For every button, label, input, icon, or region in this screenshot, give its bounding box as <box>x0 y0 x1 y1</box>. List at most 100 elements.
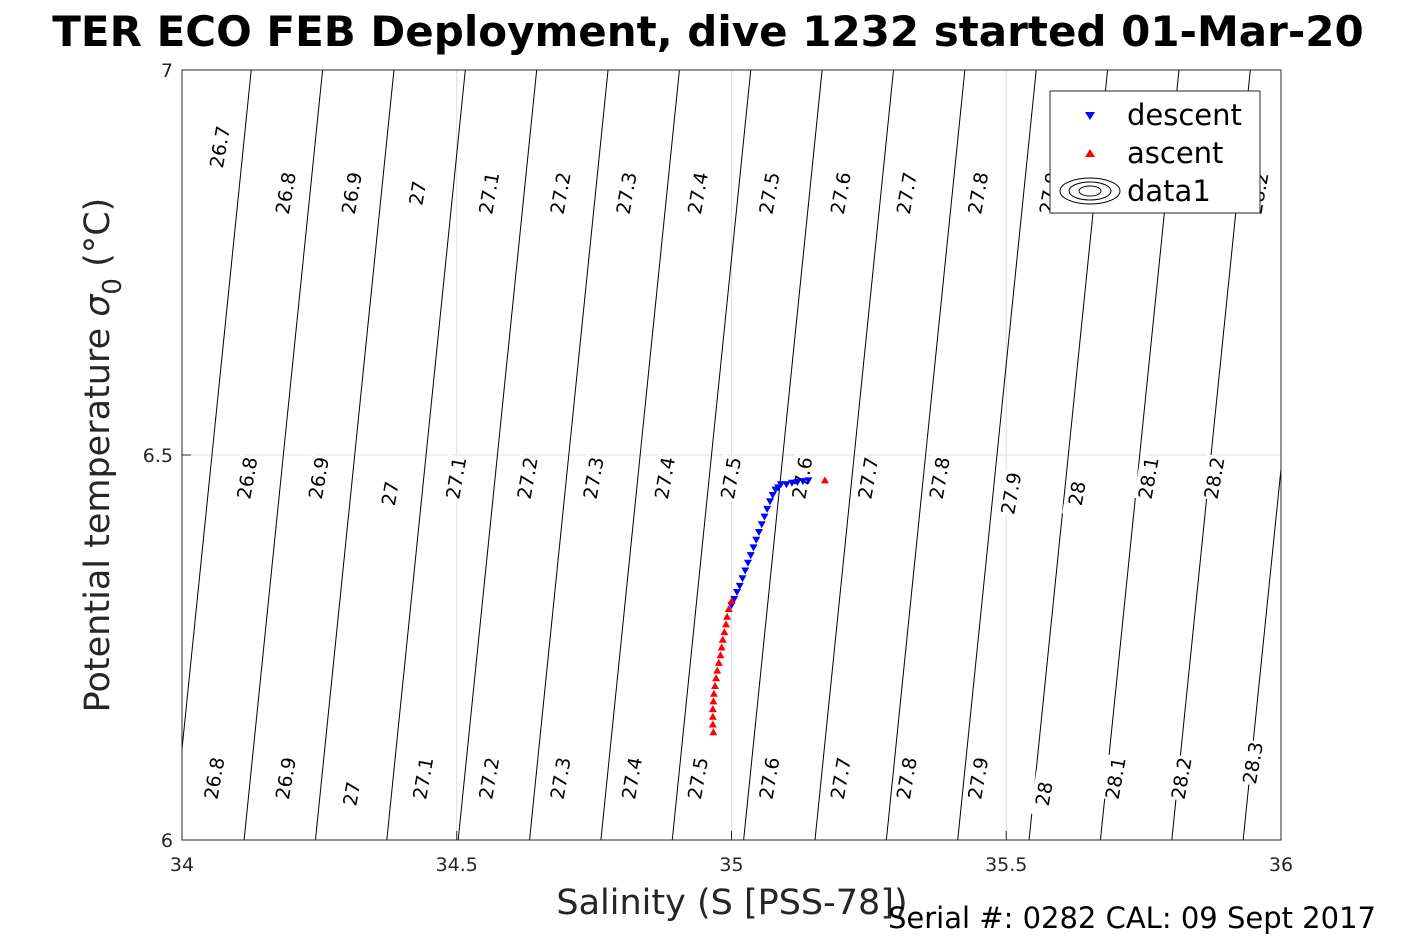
contour-label-bg <box>825 169 858 217</box>
contour-label-bg <box>1133 454 1165 502</box>
descent-point <box>763 505 772 513</box>
contour-label-bg <box>853 454 885 502</box>
ascent-point <box>716 651 725 659</box>
y-axis-label-subscript: 0 <box>98 278 128 295</box>
descent-point <box>768 492 777 500</box>
descent-point <box>793 478 802 486</box>
descent-point <box>771 486 780 494</box>
contour-label-bg <box>270 754 303 803</box>
contour-label-bg <box>1100 754 1132 803</box>
y-tick-label: 6 <box>161 830 173 852</box>
contour-line <box>885 454 927 841</box>
contour-label-bg <box>578 454 610 502</box>
contour-line <box>496 69 538 456</box>
contour-line <box>671 454 713 841</box>
chart-title: TER ECO FEB Deployment, dive 1232 starte… <box>52 7 1363 56</box>
grid-lines <box>182 70 1281 840</box>
contour-line <box>181 454 213 750</box>
contour-label-bg <box>924 454 956 502</box>
y-axis-label: Potential temperature σ0 (°C) <box>78 198 128 713</box>
contour-label-bg <box>682 169 715 217</box>
ascent-point <box>714 658 723 666</box>
contour-label-bg <box>375 469 407 518</box>
contour-labels: 26.726.8 26.9 27 27.1 27.2 27.3 27.4 27.5 27.6 27… <box>199 123 1275 818</box>
contour-label-bg <box>963 754 995 803</box>
ascent-point <box>727 597 736 605</box>
contour-line <box>568 69 609 456</box>
ascent-point <box>712 674 721 682</box>
legend-data1-label: data1 <box>1127 174 1211 208</box>
contour-line <box>354 69 395 456</box>
descent-point <box>765 498 774 506</box>
contour-line <box>386 454 427 841</box>
descent-point <box>735 582 744 590</box>
descent-point <box>749 544 758 552</box>
contour-line <box>1028 454 1069 841</box>
contour-label: 27 <box>339 780 365 808</box>
contour-label-bg <box>1062 469 1094 518</box>
contour-line <box>529 454 570 841</box>
contour-label-bg <box>825 754 858 803</box>
descent-point <box>746 552 755 560</box>
descent-series <box>727 477 813 610</box>
contour-label-bg <box>408 754 440 803</box>
y-tick-label: 6.5 <box>143 445 173 467</box>
contour-label: 27 <box>405 179 431 207</box>
contour-line <box>957 454 998 841</box>
y-axis-label-main: Potential temperature <box>78 317 118 713</box>
ascent-point <box>713 666 722 674</box>
y-tick-label: 7 <box>161 60 173 82</box>
contour-line <box>425 69 466 456</box>
contour-label-bg <box>474 169 506 217</box>
contour-label-bg <box>616 754 649 803</box>
y-axis-label-unit: (°C) <box>78 198 118 278</box>
x-axis-label: Salinity (S [PSS-78]) <box>556 883 907 923</box>
serial-cal-footer: Serial #: 0282 CAL: 09 Sept 2017 <box>888 901 1376 935</box>
legend-contour-marker <box>1059 177 1121 205</box>
ascent-point <box>724 605 733 612</box>
ascent-point <box>711 682 720 689</box>
contour-line <box>782 69 823 456</box>
contour-label: 27 <box>378 480 404 508</box>
ascent-point <box>820 476 829 484</box>
contour-line <box>711 69 752 456</box>
contour-line <box>853 69 894 456</box>
descent-point <box>754 529 763 536</box>
contour-line <box>639 69 680 456</box>
contour-label-bg <box>754 169 786 217</box>
contour-label-bg <box>545 754 577 803</box>
x-tick-label: 34.5 <box>436 854 478 876</box>
contour-label-bg <box>891 169 923 217</box>
contour-label-bg <box>611 169 643 217</box>
contour-line <box>925 69 966 456</box>
contour-line <box>996 69 1037 456</box>
descent-point <box>738 575 747 583</box>
axis-ticks: 34 34.5 35 35.5 36 6 6.5 7 <box>143 60 1293 876</box>
descent-point <box>752 536 761 544</box>
legend-ascent-label: ascent <box>1127 136 1223 170</box>
x-tick-label: 35.5 <box>985 854 1027 876</box>
descent-point <box>741 567 750 575</box>
contour-label-bg <box>303 454 336 502</box>
descent-point <box>732 589 741 597</box>
contour-label: 28 <box>1032 780 1058 808</box>
x-tick-label: 36 <box>1269 854 1293 876</box>
descent-point <box>743 559 752 567</box>
contour-label-bg <box>441 454 473 502</box>
contour-label-bg <box>336 169 368 217</box>
legend-ascent-marker <box>1085 149 1095 157</box>
ascent-point <box>723 612 732 620</box>
ascent-point <box>708 705 717 713</box>
contour-line <box>600 454 641 841</box>
contour-line <box>457 454 498 841</box>
ascent-series <box>708 476 829 736</box>
contour-label-bg <box>199 754 231 803</box>
contour-label-bg <box>545 169 577 217</box>
ascent-point <box>720 628 729 636</box>
contour-label-bg <box>204 123 237 171</box>
contour-label-bg <box>963 169 995 217</box>
contour-line <box>314 454 356 841</box>
contour-label-bg <box>682 754 715 803</box>
contour-label-bg <box>336 770 368 818</box>
contour-label-bg <box>270 169 303 217</box>
